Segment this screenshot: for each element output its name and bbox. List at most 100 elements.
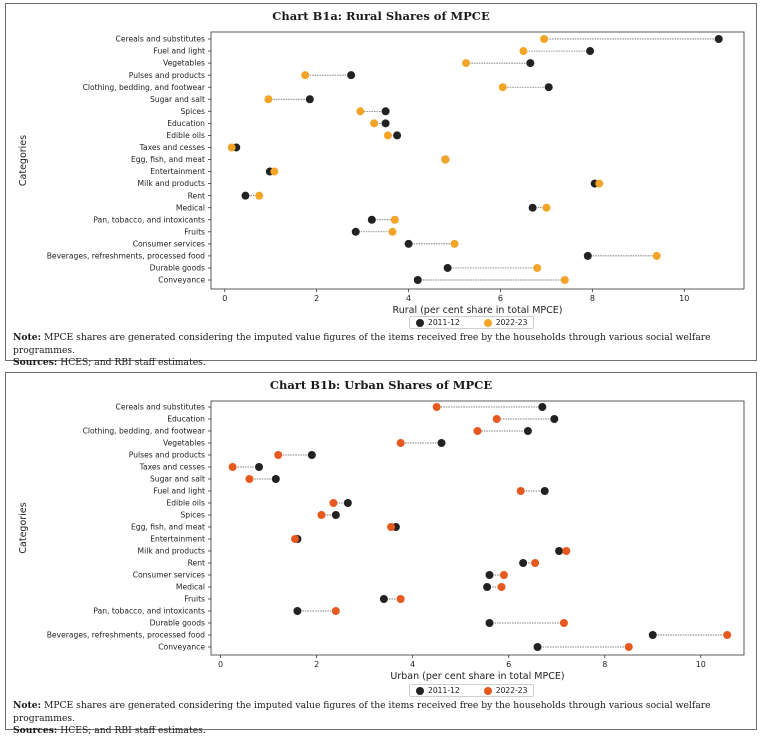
urban-chart-title: Chart B1b: Urban Shares of MPCE [269, 378, 493, 392]
rural-category-label: Fruits [184, 227, 205, 236]
rural-point-2011 [393, 131, 402, 140]
rural-category-label: Spices [180, 107, 205, 116]
urban-point-2011 [307, 451, 316, 459]
urban-category-label: Sugar and salt [150, 475, 205, 484]
rural-point-2011 [714, 35, 723, 43]
rural-point-2011 [367, 215, 376, 224]
urban-point-2022 [331, 607, 340, 615]
urban-point-2011 [519, 559, 528, 567]
urban-point-2022 [499, 571, 508, 579]
rural-note-label: Note: [13, 332, 42, 343]
rural-point-2022 [595, 179, 604, 188]
rural-category-label: Vegetables [163, 59, 205, 68]
rural-x-tick-label: 0 [222, 294, 227, 303]
rural-category-label: Fuel and light [154, 47, 206, 56]
legend-dot-2022-icon [483, 318, 492, 327]
rural-legend-2022: 2022-23 [483, 318, 527, 327]
rural-x-tick-label: 2 [314, 294, 319, 303]
urban-category-label: Durable goods [150, 619, 205, 628]
urban-legend-2022: 2022-23 [483, 686, 528, 695]
urban-x-axis-label: Urban (per cent share in total MPCE) [390, 671, 564, 682]
rural-point-2011 [583, 251, 592, 260]
rural-point-2011 [381, 119, 390, 128]
urban-category-label: Spices [180, 511, 205, 520]
rural-point-2022 [270, 167, 279, 176]
rural-category-label: Medical [176, 203, 205, 212]
urban-category-label: Conveyance [158, 643, 205, 652]
rural-category-label: Pan, tobacco, and intoxicants [93, 215, 205, 224]
rural-point-2022 [450, 239, 459, 248]
urban-chart-panel: Chart B1b: Urban Shares of MPCE 0 2 4 6 8 10 U… [5, 372, 757, 736]
urban-category-label: Fuel and light [154, 487, 206, 496]
urban-point-2011 [255, 463, 264, 471]
rural-category-label: Clothing, bedding, and footwear [83, 83, 206, 92]
rural-plot-frame [210, 31, 745, 290]
rural-point-2022 [542, 203, 551, 212]
rural-point-2011 [544, 83, 553, 92]
urban-point-2022 [562, 547, 571, 555]
rural-category-label: Taxes and cesses [139, 143, 205, 152]
legend-dot-2022-icon [483, 686, 492, 695]
rural-y-axis-label: Categories [18, 135, 29, 186]
rural-category-label: Entertainment [150, 167, 205, 176]
urban-legend-2011-label: 2011-12 [428, 686, 460, 695]
urban-category-label: Education [167, 415, 205, 424]
urban-point-2022 [492, 415, 501, 423]
rural-category-label: Pulses and products [129, 71, 205, 80]
rural-category-label: Education [167, 119, 205, 128]
urban-category-label: Egg, fish, and meat [131, 523, 205, 532]
urban-x-tick-label: 10 [696, 660, 706, 669]
rural-x-tick-label: 6 [498, 294, 503, 303]
rural-sources-label: Sources: [13, 357, 58, 368]
urban-x-tick-label: 0 [218, 660, 223, 669]
urban-point-2011 [538, 403, 547, 411]
urban-category-label: Consumer services [133, 571, 205, 580]
urban-point-2011 [485, 619, 494, 627]
rural-point-2022 [255, 191, 264, 200]
rural-legend-2011-label: 2011-12 [428, 318, 460, 327]
urban-category-label: Taxes and cesses [139, 463, 205, 472]
urban-point-2022 [274, 451, 283, 459]
rural-dumbbell-chart: 0 2 4 6 8 10 Rural (per cent share in total MP… [18, 31, 745, 316]
rural-point-2022 [301, 71, 310, 80]
urban-point-2011 [555, 547, 564, 555]
urban-x-tick-label: 8 [602, 660, 607, 669]
rural-x-tick-label: 4 [406, 294, 411, 303]
rural-category-label: Durable goods [150, 264, 205, 273]
urban-legend-2011: 2011-12 [416, 686, 460, 695]
urban-point-2011 [343, 499, 352, 507]
urban-point-2011 [533, 643, 542, 651]
urban-category-label: Medical [176, 583, 205, 592]
urban-category-label: Beverages, refreshments, processed food [47, 631, 205, 640]
urban-point-2022 [329, 499, 338, 507]
urban-point-2022 [432, 403, 441, 411]
rural-point-2011 [241, 191, 250, 200]
urban-point-2022 [396, 595, 405, 603]
urban-category-label: Milk and products [138, 547, 205, 556]
rural-point-2022 [356, 107, 365, 116]
urban-legend: 2011-12 2022-23 [409, 684, 535, 697]
rural-chart-panel: Chart B1a: Rural Shares of MPCE 0 2 4 6 8 10 R… [5, 3, 757, 368]
urban-point-2022 [624, 643, 633, 651]
urban-category-label: Cereals and substitutes [116, 403, 206, 412]
rural-x-tick-label: 10 [679, 294, 689, 303]
urban-category-label: Pan, tobacco, and intoxicants [93, 607, 205, 616]
urban-point-2011 [483, 583, 492, 591]
rural-point-2011 [347, 71, 356, 80]
rural-point-2022 [560, 276, 569, 284]
rural-point-2022 [388, 227, 397, 236]
legend-dot-2011-icon [416, 686, 424, 695]
urban-dumbbell-chart: 0 2 4 6 8 10 Urban (per cent share in total MP… [18, 400, 745, 682]
rural-point-2022 [390, 215, 399, 224]
urban-legend-2022-label: 2022-23 [495, 686, 528, 695]
rural-category-label: Milk and products [138, 179, 205, 188]
urban-point-2011 [540, 487, 549, 495]
urban-category-label: Entertainment [150, 535, 205, 544]
rural-note: Note: MPCE shares are generated consider… [13, 332, 756, 370]
legend-dot-2011-icon [416, 318, 424, 327]
urban-point-2022 [723, 631, 732, 639]
rural-category-label: Edible oils [166, 131, 205, 140]
urban-note-label: Note: [13, 700, 42, 711]
urban-point-2011 [550, 415, 559, 423]
urban-point-2022 [291, 535, 300, 543]
